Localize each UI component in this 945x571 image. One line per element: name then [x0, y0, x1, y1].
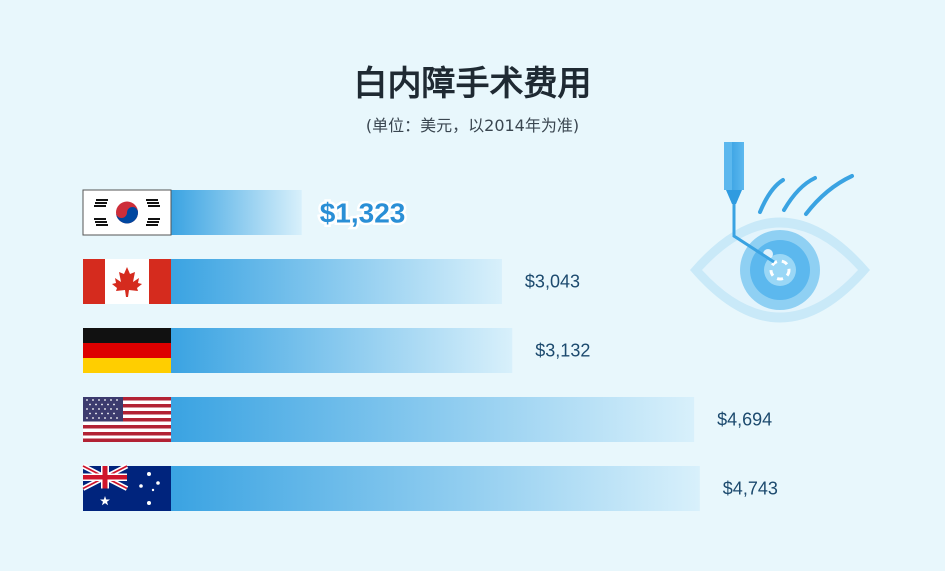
bar-united-states: [171, 397, 695, 442]
chart-title: 白内障手术费用: [353, 64, 592, 104]
germany-flag-icon: [83, 328, 171, 373]
bar-canada: [171, 259, 502, 304]
value-label-united-states: $4,694: [717, 410, 772, 430]
value-label-south-korea: $1,323: [320, 198, 406, 229]
bar-south-korea: [171, 190, 302, 235]
value-label-canada: $3,043: [525, 272, 580, 292]
eye-surgery-icon: [690, 142, 870, 323]
chart-subtitle: (单位：美元，以2014年为准): [365, 116, 580, 135]
value-label-australia: $4,743: [723, 479, 778, 499]
canada-flag-icon: [83, 259, 171, 304]
value-label-germany: $3,132: [535, 341, 590, 361]
usa-flag-icon: [83, 397, 171, 442]
south-korea-flag-icon: [82, 189, 172, 236]
bar-australia: [171, 466, 700, 511]
bar-germany: [171, 328, 513, 373]
australia-flag-icon: [81, 463, 171, 511]
